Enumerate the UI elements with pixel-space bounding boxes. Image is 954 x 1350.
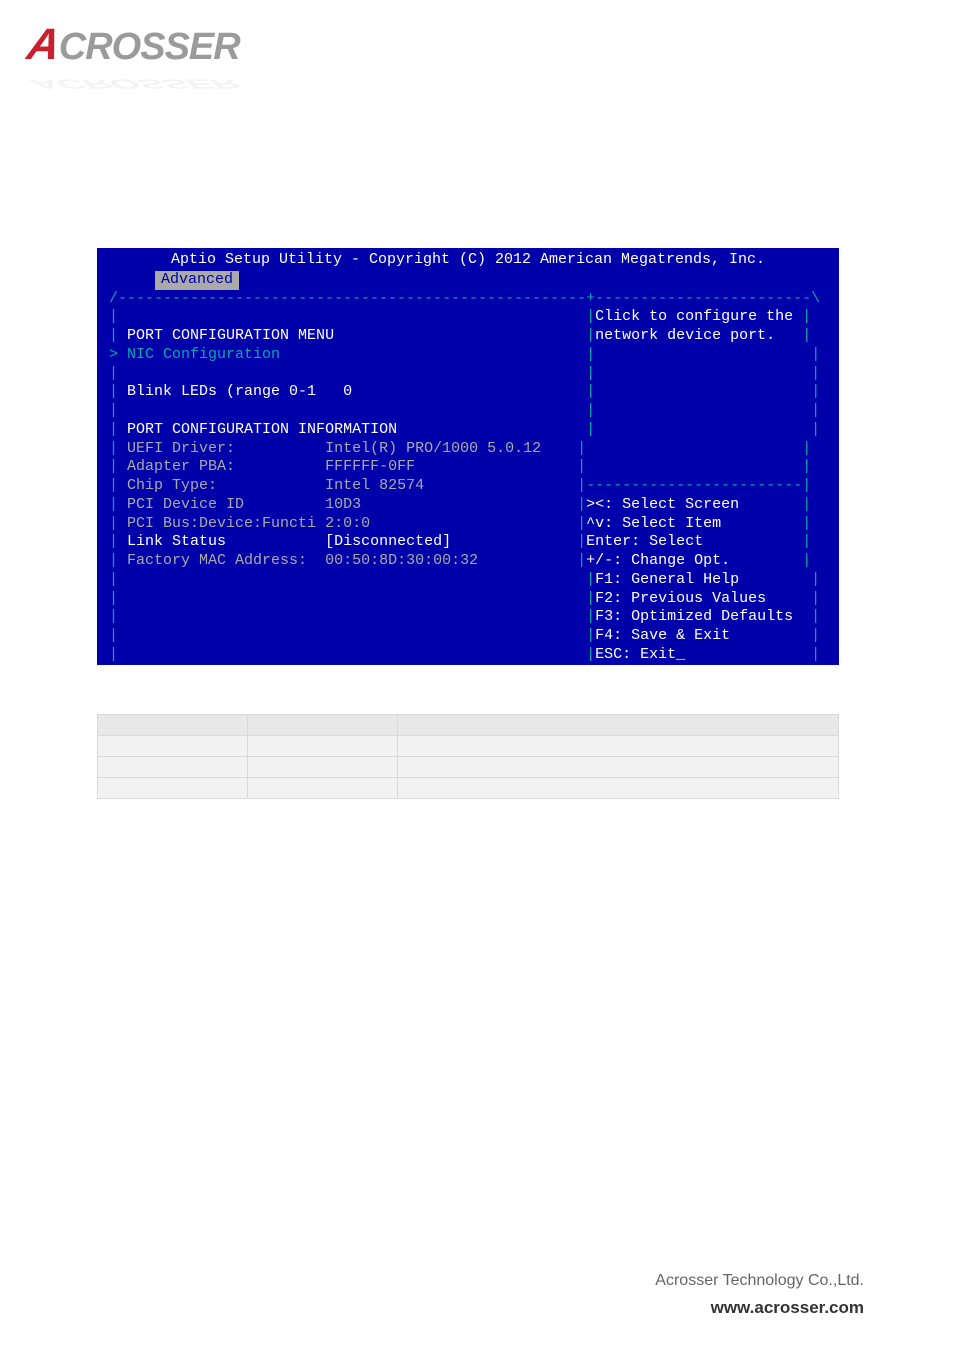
row-blink[interactable]: | Blink LEDs (range 0-1 0 | |: [97, 383, 839, 402]
row-nic-config[interactable]: > NIC Configuration | |: [97, 346, 839, 365]
cell: [98, 736, 248, 757]
bios-title: Aptio Setup Utility - Copyright (C) 2012…: [97, 248, 839, 271]
row-nav-esc: | |ESC: Exit_ |: [97, 646, 839, 665]
row-pba: | Adapter PBA: FFFFFF-0FF | |: [97, 458, 839, 477]
cell: [98, 778, 248, 799]
header-col1: [98, 715, 248, 736]
row-section2: | PORT CONFIGURATION INFORMATION | |: [97, 421, 839, 440]
row-pci-dev: | PCI Device ID 10D3 |><: Select Screen …: [97, 496, 839, 515]
row-nav-f2: | |F2: Previous Values |: [97, 590, 839, 609]
table-row: [98, 778, 839, 799]
info-table: [97, 714, 839, 799]
row-mac: | Factory MAC Address: 00:50:8D:30:00:32…: [97, 552, 839, 571]
cell: [397, 778, 838, 799]
cell: [247, 757, 397, 778]
table-row: [98, 757, 839, 778]
tab-row: Advanced: [97, 271, 839, 290]
row-spacer2: | | |: [97, 402, 839, 421]
cell: [98, 757, 248, 778]
table-row: [98, 736, 839, 757]
tab-advanced[interactable]: Advanced: [155, 271, 239, 290]
table-header-row: [98, 715, 839, 736]
logo-reflection: ACROSSER: [26, 76, 241, 91]
logo-first-letter: A: [24, 20, 64, 70]
row-blank-top: | |Click to configure the |: [97, 308, 839, 327]
logo-rest: CROSSER: [59, 26, 240, 68]
box-top-border: /---------------------------------------…: [97, 290, 839, 309]
row-nav-f1: | |F1: General Help |: [97, 571, 839, 590]
cell: [247, 778, 397, 799]
header-col2: [247, 715, 397, 736]
row-spacer1: | | |: [97, 365, 839, 384]
cell: [397, 736, 838, 757]
cell: [397, 757, 838, 778]
footer-url: www.acrosser.com: [711, 1298, 864, 1318]
bios-screen: Aptio Setup Utility - Copyright (C) 2012…: [97, 248, 839, 665]
row-chip: | Chip Type: Intel 82574 |--------------…: [97, 477, 839, 496]
box-bottom-border: \---------------------------------------…: [97, 665, 839, 666]
row-nav-f3: | |F3: Optimized Defaults |: [97, 608, 839, 627]
row-section1: | PORT CONFIGURATION MENU |network devic…: [97, 327, 839, 346]
footer-company: Acrosser Technology Co.,Ltd.: [655, 1272, 864, 1290]
cell: [247, 736, 397, 757]
row-link: | Link Status [Disconnected] |Enter: Sel…: [97, 533, 839, 552]
row-nav-f4: | |F4: Save & Exit |: [97, 627, 839, 646]
header-col3: [397, 715, 838, 736]
logo: ACROSSER: [28, 20, 240, 70]
row-uefi: | UEFI Driver: Intel(R) PRO/1000 5.0.12 …: [97, 440, 839, 459]
row-pci-bus: | PCI Bus:Device:Functi 2:0:0 |^v: Selec…: [97, 515, 839, 534]
